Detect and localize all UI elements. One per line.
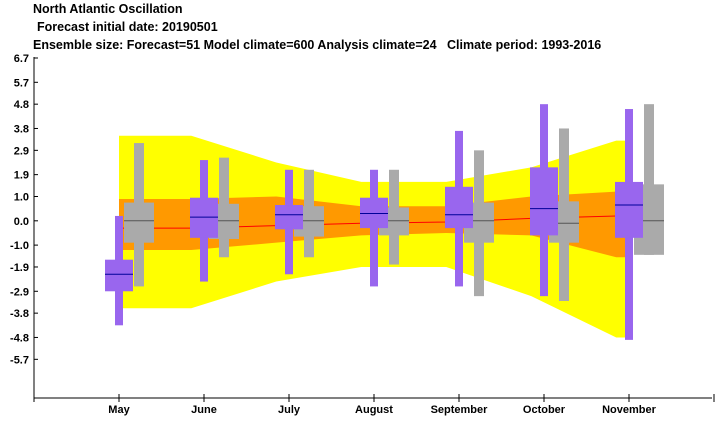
climate-whisker-november <box>644 104 654 255</box>
forecast-box-september <box>445 186 473 229</box>
y-tick-label: 6.7 <box>14 53 29 65</box>
forecast-box-june <box>190 197 218 238</box>
y-tick-label: 3.8 <box>14 123 29 135</box>
forecast-box-august <box>360 197 388 229</box>
y-tick-label: -2.9 <box>10 286 29 298</box>
y-tick-label: 0.0 <box>14 216 29 228</box>
y-tick-label: 4.8 <box>14 99 29 111</box>
y-tick-label: -1.9 <box>10 262 29 274</box>
forecast-box-may <box>105 259 133 292</box>
chart-title: North Atlantic Oscillation <box>33 2 183 16</box>
forecast-date: Forecast initial date: 20190501 <box>37 20 218 34</box>
y-tick-label: 1.0 <box>14 192 29 204</box>
x-tick-label-september: September <box>431 404 489 416</box>
forecast-box-november <box>615 181 643 238</box>
x-tick-label-october: October <box>523 404 566 416</box>
x-tick-label-august: August <box>355 404 393 416</box>
climate-box-may <box>124 202 154 243</box>
x-tick-label-july: July <box>278 404 301 416</box>
forecast-box-october <box>530 167 558 236</box>
y-tick-label: -3.8 <box>10 308 29 320</box>
x-tick-label-may: May <box>108 404 130 416</box>
y-tick-label: -5.7 <box>10 354 29 366</box>
y-tick-label: 1.9 <box>14 170 29 182</box>
y-tick-label: -4.8 <box>10 332 29 344</box>
x-tick-label-november: November <box>602 404 657 416</box>
y-tick-label: 5.7 <box>14 77 29 89</box>
forecast-box-july <box>275 205 303 230</box>
y-tick-label: -1.0 <box>10 240 29 252</box>
x-tick-label-june: June <box>191 404 217 416</box>
y-tick-label: 2.9 <box>14 145 29 157</box>
ensemble-info: Ensemble size: Forecast=51 Model climate… <box>33 38 602 52</box>
